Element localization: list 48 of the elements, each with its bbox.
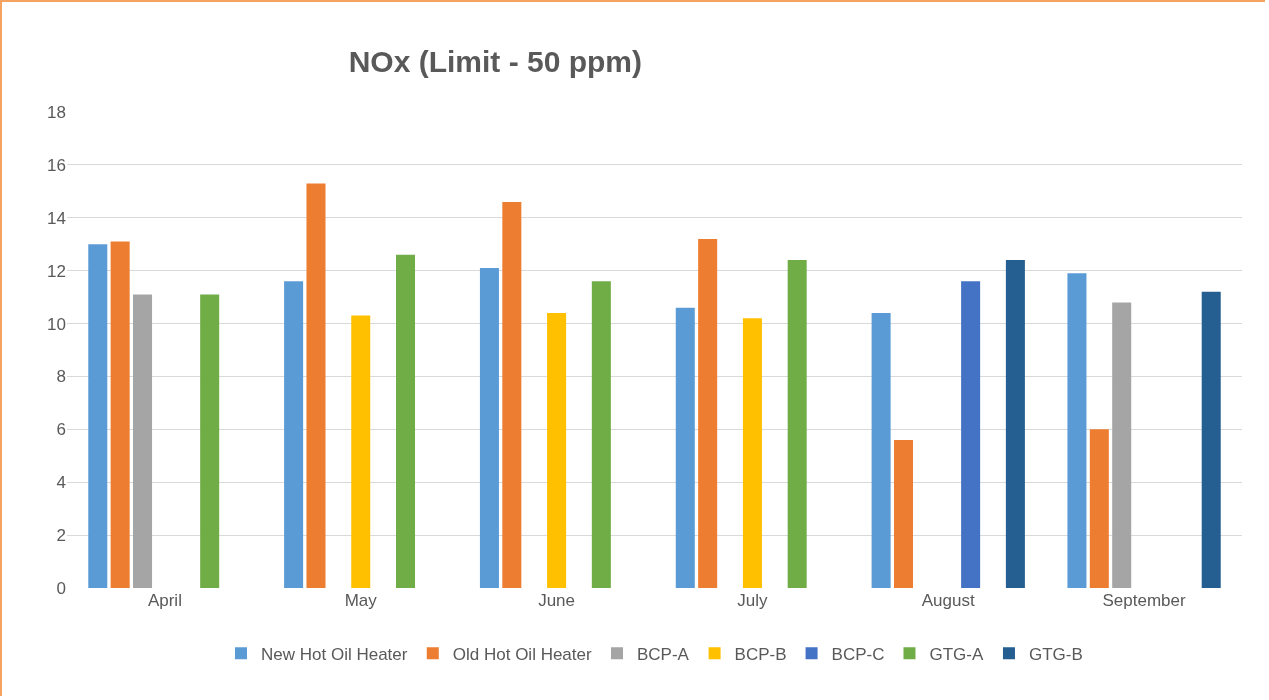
bar xyxy=(306,183,326,588)
y-tick-label: 10 xyxy=(47,314,66,334)
bar xyxy=(396,254,416,588)
y-tick-label: 2 xyxy=(56,526,66,546)
legend-label: BCP-B xyxy=(734,644,787,664)
chart-title: NOx (Limit - 50 ppm) xyxy=(348,44,643,78)
bar xyxy=(742,318,762,588)
bar xyxy=(479,268,499,588)
bar xyxy=(591,281,611,588)
x-tick-label: April xyxy=(147,591,182,610)
y-tick-label: 16 xyxy=(47,155,66,175)
bar xyxy=(200,294,220,588)
bar xyxy=(351,315,371,588)
legend-label: BCP-C xyxy=(831,644,885,664)
x-tick-label: June xyxy=(538,591,576,610)
bar xyxy=(110,241,130,588)
bar xyxy=(88,244,108,588)
bar xyxy=(787,260,807,588)
bar xyxy=(675,307,695,588)
y-tick-label: 8 xyxy=(56,367,66,387)
legend-label: GTG-A xyxy=(929,644,984,664)
x-tick-label: July xyxy=(737,591,769,610)
bar xyxy=(961,281,981,588)
bar xyxy=(893,439,913,588)
bar xyxy=(1112,302,1132,588)
x-tick-label: September xyxy=(1102,591,1186,610)
bar xyxy=(1005,260,1025,588)
bar xyxy=(871,312,891,588)
y-tick-label: 14 xyxy=(47,208,66,228)
legend-label: New Hot Oil Heater xyxy=(261,644,408,664)
x-tick-label: August xyxy=(921,591,975,610)
bar xyxy=(1067,273,1087,588)
y-tick-label: 4 xyxy=(56,473,66,493)
bar xyxy=(547,312,567,588)
y-tick-label: 18 xyxy=(47,102,66,122)
y-tick-label: 6 xyxy=(56,420,66,440)
bar xyxy=(1089,429,1109,588)
x-tick-label: May xyxy=(344,591,378,610)
bar xyxy=(1201,291,1221,588)
legend-label: Old Hot Oil Heater xyxy=(452,644,592,664)
bar xyxy=(133,294,153,588)
legend-label: GTG-B xyxy=(1028,644,1083,664)
bar xyxy=(502,201,522,588)
legend-label: BCP-A xyxy=(636,644,690,664)
y-tick-label: 12 xyxy=(47,261,66,281)
bar xyxy=(698,238,718,588)
bar xyxy=(284,281,304,588)
y-tick-label: 0 xyxy=(56,578,66,598)
